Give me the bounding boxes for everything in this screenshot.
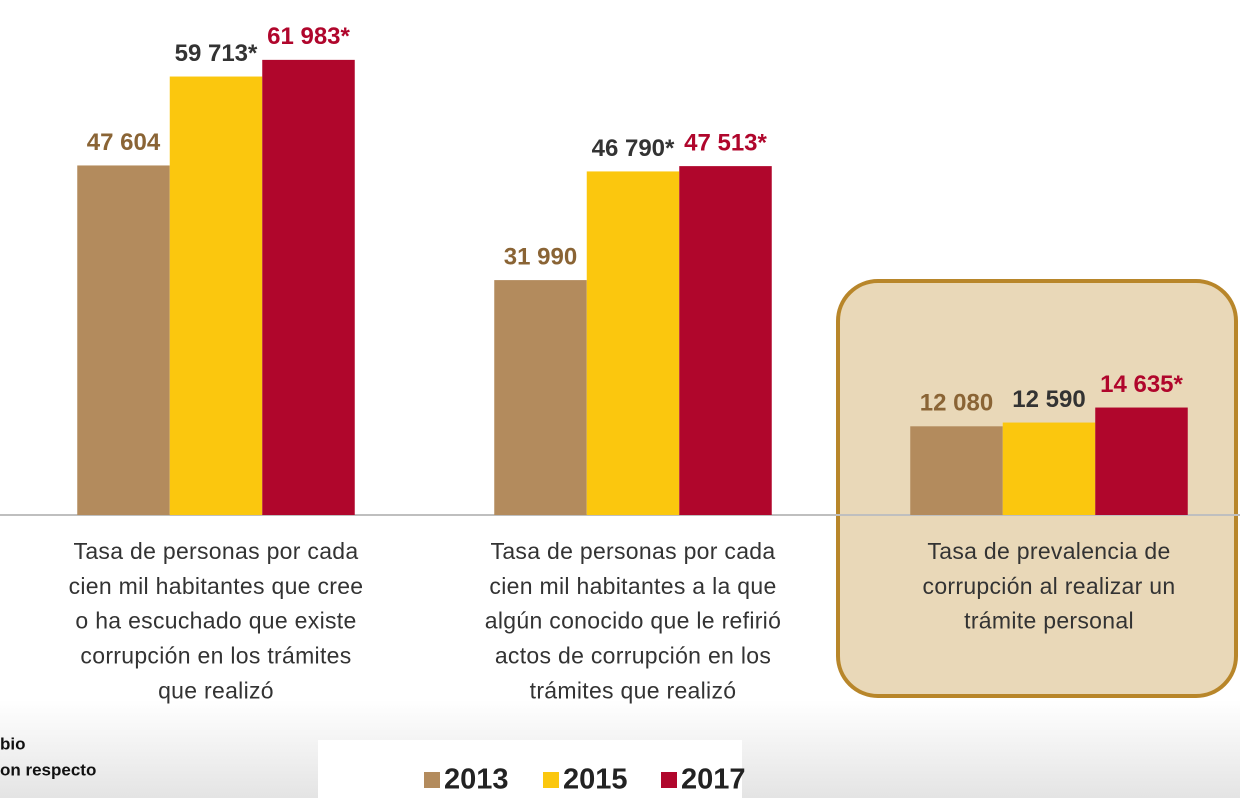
- bar: [586, 171, 680, 515]
- value-label: 12 080: [920, 390, 993, 417]
- value-label: 31 990: [504, 243, 577, 270]
- category-label: Tasa de personas por cada: [491, 538, 776, 564]
- legend-swatch: [543, 772, 559, 788]
- bar: [1095, 407, 1188, 515]
- value-label: 47 513*: [684, 129, 767, 156]
- category-label: cien mil habitantes que cree: [69, 573, 364, 599]
- category-label: cien mil habitantes a la que: [489, 573, 776, 599]
- value-label: 59 713*: [175, 40, 258, 67]
- bar: [262, 59, 355, 516]
- category-label: trámites que realizó: [530, 677, 737, 703]
- note: on respecto: [0, 760, 96, 779]
- category-label: corrupción al realizar un: [923, 573, 1176, 599]
- legend-box: [318, 740, 742, 798]
- value-label: 14 635*: [1100, 371, 1183, 398]
- value-label: 12 590: [1012, 386, 1085, 413]
- bar: [679, 166, 772, 515]
- legend-label: 2015: [563, 764, 628, 796]
- value-label: 61 983*: [267, 23, 350, 50]
- bar: [77, 165, 170, 515]
- category-label: Tasa de personas por cada: [74, 538, 359, 564]
- category-label: corrupción en los trámites: [80, 642, 351, 668]
- category-label: algún conocido que le refirió: [485, 608, 781, 634]
- legend-label: 2013: [444, 764, 509, 796]
- legend-swatch: [424, 772, 440, 788]
- value-label: 47 604: [87, 129, 161, 156]
- legend-label: 2017: [681, 764, 746, 796]
- category-label: o ha escuchado que existe: [75, 608, 356, 634]
- bar: [494, 280, 587, 515]
- category-label: actos de corrupción en los: [495, 642, 771, 668]
- category-label: trámite personal: [964, 608, 1134, 634]
- category-label: que realizó: [158, 677, 274, 703]
- bar: [169, 76, 263, 515]
- bar: [1002, 422, 1096, 515]
- legend-swatch: [661, 772, 677, 788]
- value-label: 46 790*: [592, 135, 675, 162]
- note: bio: [0, 734, 26, 753]
- category-label: Tasa de prevalencia de: [927, 538, 1170, 564]
- bar: [910, 426, 1003, 515]
